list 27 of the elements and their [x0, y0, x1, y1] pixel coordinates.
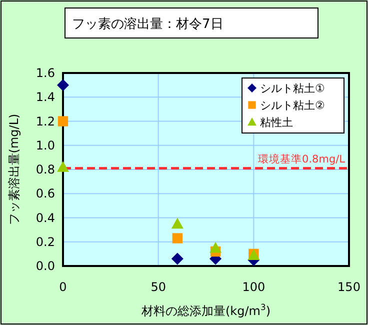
x-tick-label: 0	[59, 280, 67, 294]
point	[58, 116, 68, 126]
y-tick-label: 0.8	[36, 162, 55, 176]
x-tick-label: 50	[150, 280, 166, 294]
point	[172, 233, 182, 244]
chart-title: フッ素の溶出量：材令7日	[72, 16, 224, 32]
y-tick-label: 1.0	[36, 138, 55, 152]
y-tick-label: 1.2	[36, 114, 55, 128]
legend-label: シルト粘土②	[260, 99, 325, 112]
point	[210, 242, 222, 253]
y-tick-label: 0.2	[36, 234, 55, 249]
x-tick-label: 100	[242, 280, 266, 294]
y-tick-label: 0.6	[36, 186, 55, 201]
y-tick-label: 1.6	[36, 66, 55, 80]
point	[171, 252, 184, 265]
point	[171, 218, 184, 229]
y-axis-title: フッ素溶出量(mg/L)	[7, 114, 21, 226]
point	[57, 79, 69, 92]
x-tick-label: 150	[338, 280, 360, 294]
point	[57, 161, 69, 172]
ref-line-label: 環境基準0.8mg/L	[258, 152, 346, 166]
legend-label: シルト粘土①	[260, 82, 325, 95]
y-tick-label: 0.4	[36, 210, 55, 225]
legend-label: 粘性土	[260, 116, 293, 129]
x-axis-title: 材料の総添加量(kg/m$^{3}$)	[140, 302, 271, 318]
y-tick-label: 1.4	[36, 90, 55, 104]
y-tick-label: 0.0	[36, 259, 55, 273]
